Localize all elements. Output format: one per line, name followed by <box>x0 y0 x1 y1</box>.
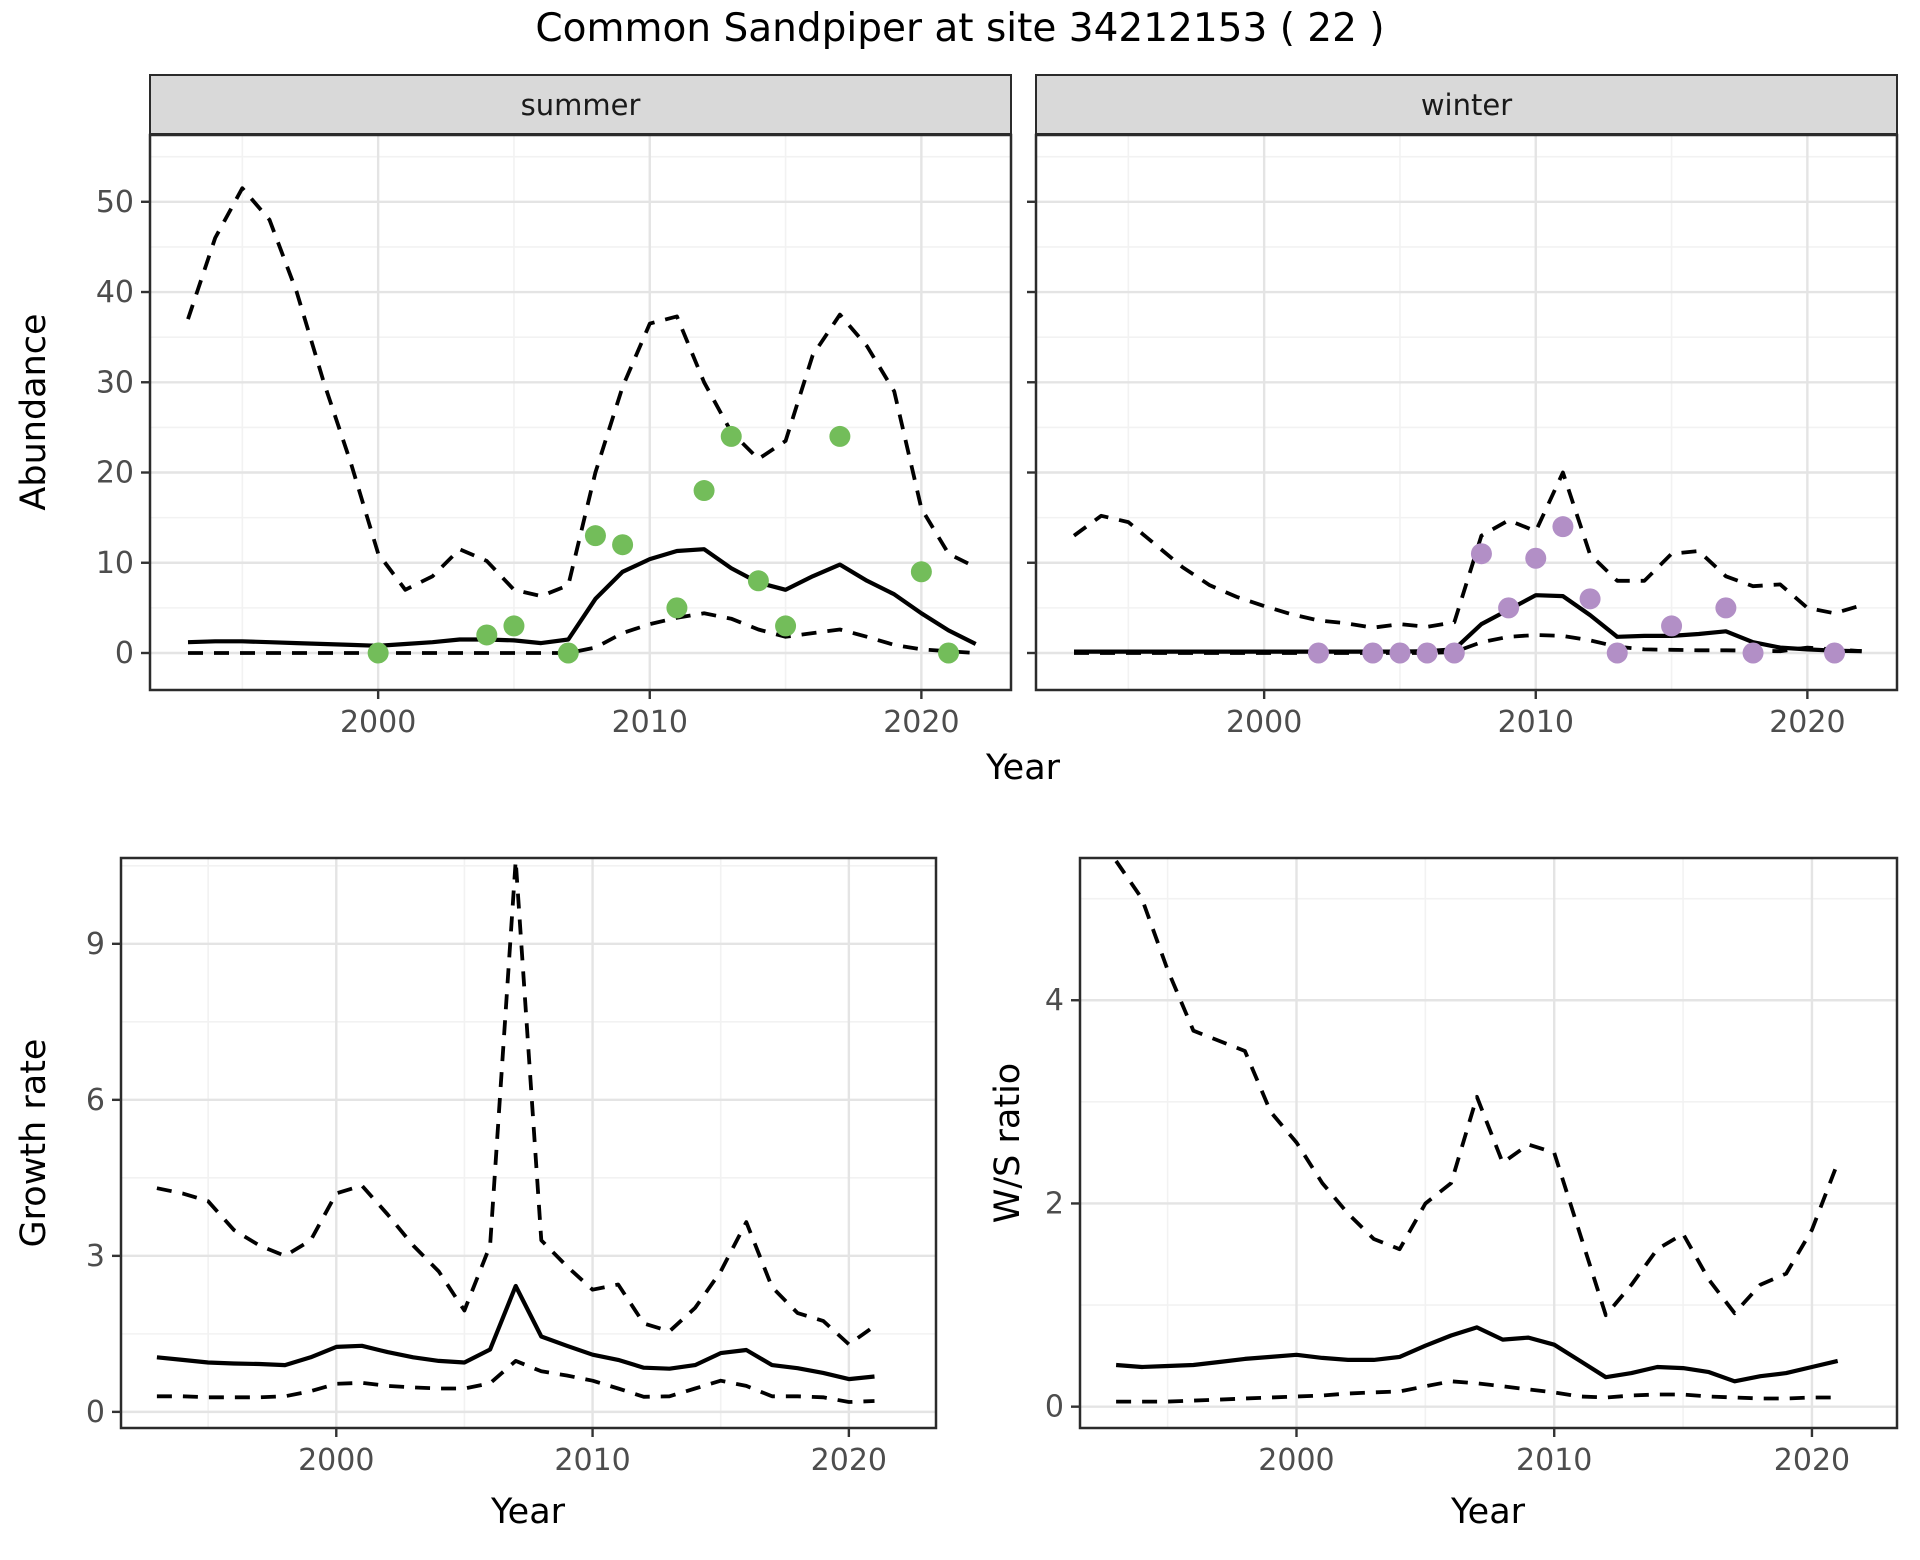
facet-strip-summer-label: summer <box>520 87 641 122</box>
observation-point <box>1443 642 1465 664</box>
x-axis-title-year-top: Year <box>985 748 1061 788</box>
y-tick-label: 0 <box>86 1395 105 1430</box>
y-tick-label: 3 <box>86 1239 105 1274</box>
observation-point <box>1498 597 1520 619</box>
y-tick-label: 20 <box>96 456 134 491</box>
x-tick-label: 2020 <box>1774 1443 1850 1478</box>
observation-point <box>693 480 715 502</box>
observation-point <box>1742 642 1764 664</box>
facet-strip-winter-label: winter <box>1420 87 1513 122</box>
observation-point <box>1606 642 1628 664</box>
x-tick-label: 2010 <box>612 705 688 740</box>
panel-border <box>148 133 1013 692</box>
lower-ci-line <box>188 611 976 655</box>
observation-point <box>367 642 389 664</box>
x-tick-label: 2000 <box>340 705 416 740</box>
observation-point <box>775 615 797 637</box>
y-tick-label: 30 <box>96 365 134 400</box>
panel-ws-ratio: 2000 2010 2020 0 2 4 <box>1045 856 1899 1478</box>
x-axis-title-year-growth: Year <box>490 1492 566 1532</box>
y-tick-label: 9 <box>86 927 105 962</box>
x-tick-label: 2000 <box>1226 705 1302 740</box>
median-line <box>1074 593 1862 654</box>
y-tick-label: 0 <box>115 636 134 671</box>
panel-growth-rate: 2000 2010 2020 0 3 6 9 <box>86 856 938 1478</box>
observation-point <box>1824 642 1846 664</box>
observation-point <box>1362 642 1384 664</box>
y-tick-label: 50 <box>96 185 134 220</box>
observation-point <box>1470 543 1492 565</box>
observation-point <box>1389 642 1411 664</box>
upper-ci-line <box>156 858 876 1347</box>
lower-ci-line <box>1116 1379 1838 1404</box>
x-tick-label: 2000 <box>298 1443 374 1478</box>
panel-border <box>1078 856 1899 1430</box>
observation-point <box>829 425 851 447</box>
observation-point <box>1661 615 1683 637</box>
panel-border <box>119 856 938 1430</box>
upper-ci-line <box>186 186 977 598</box>
observation-point <box>666 597 688 619</box>
x-tick-label: 2000 <box>1258 1443 1334 1478</box>
x-tick-label: 2020 <box>883 705 959 740</box>
observation-point <box>910 561 932 583</box>
x-tick-label: 2010 <box>1516 1443 1592 1478</box>
median-line <box>187 547 977 648</box>
observation-point <box>557 642 579 664</box>
observation-point <box>503 615 525 637</box>
y-tick-label: 2 <box>1045 1186 1064 1221</box>
x-tick-label: 2010 <box>554 1443 630 1478</box>
median-line <box>1115 1325 1839 1384</box>
observation-point <box>747 570 769 592</box>
observation-point <box>1579 588 1601 610</box>
panel-abundance-winter: 2000 2010 2020 <box>1027 133 1899 740</box>
x-tick-label: 2020 <box>1769 705 1845 740</box>
x-tick-label: 2010 <box>1498 705 1574 740</box>
panel-border <box>1034 133 1899 692</box>
y-tick-label: 0 <box>1045 1390 1064 1425</box>
observation-point <box>612 534 634 556</box>
observation-point <box>1552 516 1574 538</box>
facet-strip-winter: winter <box>1035 74 1898 135</box>
observation-point <box>1307 642 1329 664</box>
y-tick-label: 40 <box>96 275 134 310</box>
observation-point <box>938 642 960 664</box>
x-axis-title-year-ws: Year <box>1450 1492 1526 1532</box>
upper-ci-line <box>1114 859 1840 1318</box>
upper-ci-line <box>1072 470 1863 630</box>
facet-strip-summer: summer <box>149 74 1012 135</box>
panel-abundance-summer: 2000 2010 2020 0 10 20 30 40 50 <box>96 133 1013 740</box>
median-line <box>156 1283 875 1382</box>
x-tick-label: 2020 <box>811 1443 887 1478</box>
observation-point <box>584 525 606 547</box>
observation-point <box>1525 547 1547 569</box>
observation-point <box>1715 597 1737 619</box>
chart-title: Common Sandpiper at site 34212153 ( 22 ) <box>535 6 1385 51</box>
lower-ci-line <box>156 1359 875 1404</box>
y-tick-label: 6 <box>86 1083 105 1118</box>
observation-point <box>1416 642 1438 664</box>
y-tick-label: 4 <box>1045 983 1064 1018</box>
y-tick-label: 10 <box>96 546 134 581</box>
observation-point <box>720 425 742 447</box>
observation-point <box>476 624 498 646</box>
